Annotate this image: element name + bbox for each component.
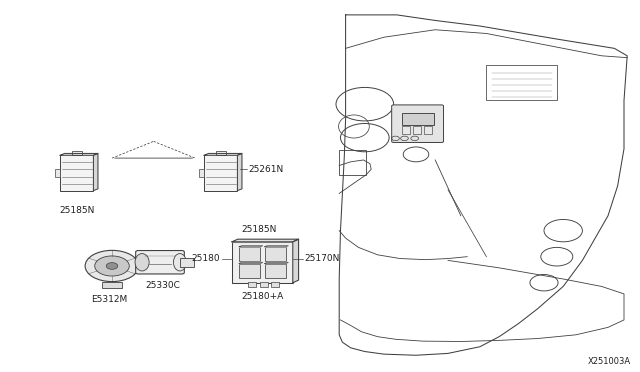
Text: 25261N: 25261N (248, 165, 284, 174)
Polygon shape (265, 246, 288, 247)
Polygon shape (239, 246, 262, 247)
Bar (216, 151, 226, 155)
Bar (72, 151, 82, 155)
Polygon shape (232, 239, 298, 242)
FancyBboxPatch shape (136, 251, 184, 274)
Bar (271, 282, 279, 287)
Bar (239, 263, 260, 278)
Bar (248, 282, 256, 287)
Circle shape (85, 250, 139, 282)
Bar (232, 242, 293, 283)
Bar (265, 247, 285, 261)
Polygon shape (204, 153, 242, 155)
Bar (204, 155, 237, 190)
Text: 25180: 25180 (192, 254, 220, 263)
Text: 25185N: 25185N (241, 225, 277, 234)
Bar (180, 258, 194, 267)
Text: E5312M: E5312M (91, 295, 127, 304)
Bar (486, 65, 557, 100)
Text: 25330C: 25330C (146, 280, 180, 290)
Polygon shape (237, 153, 242, 190)
Bar (402, 113, 434, 125)
Bar (260, 282, 268, 287)
Bar (424, 126, 432, 134)
Text: 25185N: 25185N (59, 206, 95, 215)
FancyBboxPatch shape (392, 105, 444, 142)
Text: 25170N: 25170N (305, 254, 340, 263)
Ellipse shape (173, 254, 186, 271)
Text: X251003A: X251003A (588, 357, 630, 366)
Bar (265, 263, 285, 278)
Bar (413, 126, 421, 134)
Bar (55, 169, 60, 177)
Bar (239, 247, 260, 261)
Bar (199, 169, 204, 177)
Bar (102, 282, 122, 288)
Bar (60, 155, 93, 190)
Bar (339, 150, 366, 175)
Polygon shape (293, 239, 298, 283)
Bar (402, 126, 410, 134)
Polygon shape (93, 153, 98, 190)
Text: 25180+A: 25180+A (241, 292, 284, 301)
Polygon shape (60, 153, 98, 155)
Circle shape (95, 256, 129, 276)
Ellipse shape (135, 254, 149, 271)
Circle shape (106, 263, 118, 269)
